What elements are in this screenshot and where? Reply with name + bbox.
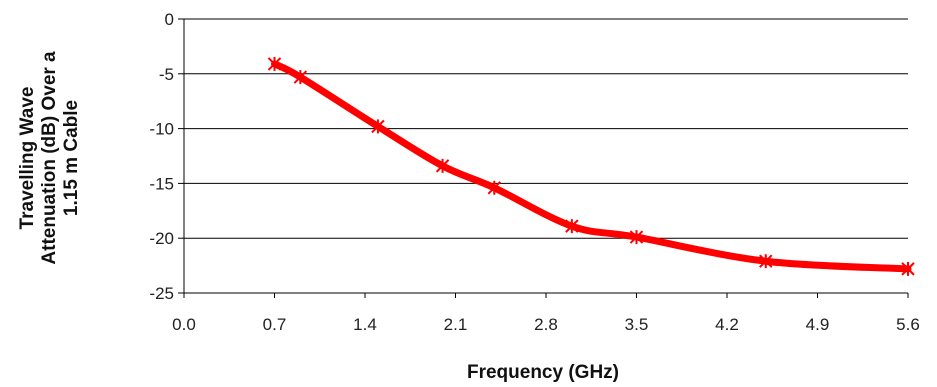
x-tick-label: 5.6: [896, 315, 920, 334]
data-point-marker: [267, 56, 282, 71]
y-tick-label: -25: [149, 284, 174, 303]
x-tick-label: 1.4: [353, 315, 377, 334]
x-tick-label: 2.1: [444, 315, 468, 334]
y-tick-label: -10: [149, 120, 174, 139]
y-axis-title-line-2: Attenuation (dB) Over a: [39, 51, 60, 265]
data-point-marker: [435, 158, 450, 173]
y-tick-labels: 0 -5 -10 -15 -20 -25: [149, 10, 174, 303]
y-axis-title: Travelling Wave Attenuation (dB) Over a …: [17, 51, 82, 265]
x-tick-label: 0.0: [172, 315, 196, 334]
data-point-marker: [293, 70, 308, 85]
x-tick-label: 3.5: [625, 315, 649, 334]
y-axis-title-line-3: 1.15 m Cable: [61, 100, 82, 216]
y-tick-label: -5: [159, 65, 174, 84]
y-tick-label: -15: [149, 174, 174, 193]
y-tick-label: -20: [149, 229, 174, 248]
data-point-marker: [629, 230, 644, 245]
x-tick-label: 4.9: [806, 315, 830, 334]
y-axis-title-line-1: Travelling Wave: [17, 87, 38, 230]
data-point-marker: [565, 219, 579, 234]
x-tick-label: 0.7: [263, 315, 287, 334]
data-series: [267, 56, 915, 276]
data-point-marker: [487, 180, 501, 195]
series-line: [271, 60, 912, 273]
x-axis-title: Frequency (GHz): [467, 362, 619, 383]
data-point-marker: [759, 254, 773, 269]
x-tick-label: 2.8: [534, 315, 558, 334]
data-point-marker: [371, 119, 385, 134]
y-tick-label: 0: [165, 10, 174, 29]
x-tick-label: 4.2: [715, 315, 739, 334]
gridlines: [184, 18, 908, 294]
data-point-marker: [901, 261, 915, 276]
x-tick-labels: 0.0 0.7 1.4 2.1 2.8 3.5 4.2 4.9 5.6: [172, 315, 920, 334]
axes: [178, 18, 909, 298]
